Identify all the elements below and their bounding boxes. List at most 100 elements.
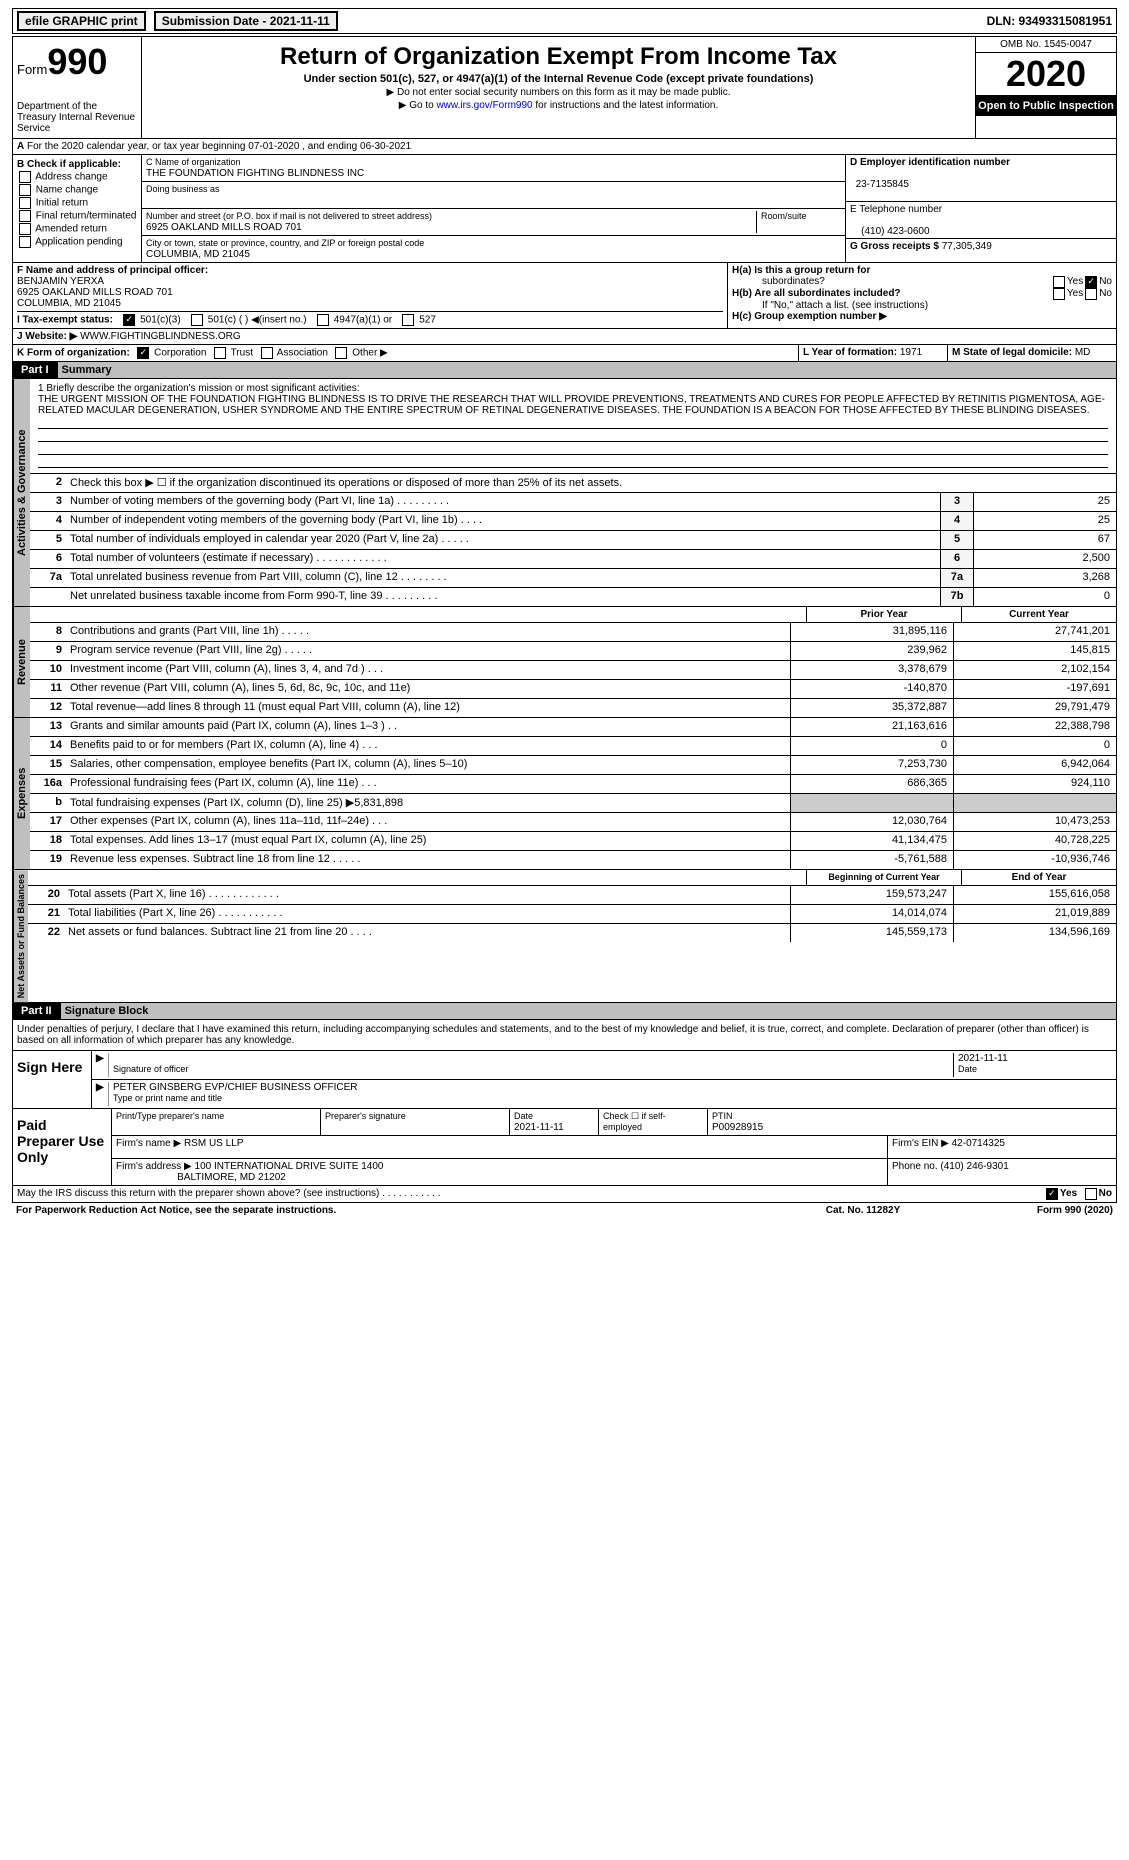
efile-btn[interactable]: efile GRAPHIC print	[17, 11, 146, 31]
officer-print: PETER GINSBERG EVP/CHIEF BUSINESS OFFICE…	[113, 1082, 358, 1093]
chk-pending[interactable]	[19, 236, 31, 248]
mission-block: 1 Briefly describe the organization's mi…	[30, 379, 1116, 474]
row-f-h: F Name and address of principal officer:…	[12, 263, 1117, 329]
omb-number: OMB No. 1545-0047	[976, 37, 1116, 53]
row-j: J Website: ▶ WWW.FIGHTINGBLINDNESS.ORG	[12, 329, 1117, 345]
firm-name: RSM US LLP	[184, 1138, 243, 1149]
tab-revenue: Revenue	[13, 607, 30, 717]
org-street: 6925 OAKLAND MILLS ROAD 701	[146, 222, 302, 233]
chk-527[interactable]	[402, 314, 414, 326]
line-11: 11Other revenue (Part VIII, column (A), …	[30, 680, 1116, 699]
line-22: 22Net assets or fund balances. Subtract …	[28, 924, 1116, 942]
line-16a: 16aProfessional fundraising fees (Part I…	[30, 775, 1116, 794]
chk-other[interactable]	[335, 347, 347, 359]
line-17: 17Other expenses (Part IX, column (A), l…	[30, 813, 1116, 832]
paid-preparer: Paid Preparer Use Only Print/Type prepar…	[12, 1109, 1117, 1186]
line-5: 5Total number of individuals employed in…	[30, 531, 1116, 550]
line-18: 18Total expenses. Add lines 13–17 (must …	[30, 832, 1116, 851]
line-9: 9Program service revenue (Part VIII, lin…	[30, 642, 1116, 661]
row-a: A For the 2020 calendar year, or tax yea…	[12, 139, 1117, 155]
dln: DLN: 93493315081951	[987, 14, 1112, 28]
col-b: B Check if applicable: Address change Na…	[13, 155, 142, 262]
line-14: 14Benefits paid to or for members (Part …	[30, 737, 1116, 756]
sig-date: 2021-11-11	[958, 1053, 1008, 1064]
line-4: 4Number of independent voting members of…	[30, 512, 1116, 531]
note-link: ▶ Go to www.irs.gov/Form990 for instruct…	[146, 100, 971, 111]
gross-receipts: 77,305,349	[942, 241, 992, 252]
form-number: 990	[47, 41, 107, 82]
hb-yes[interactable]	[1053, 288, 1065, 300]
line-12: 12Total revenue—add lines 8 through 11 (…	[30, 699, 1116, 717]
ptin: P00928915	[712, 1122, 763, 1133]
part2-header: Part II Signature Block	[12, 1003, 1117, 1020]
tab-governance: Activities & Governance	[13, 379, 30, 606]
line-7a: 7aTotal unrelated business revenue from …	[30, 569, 1116, 588]
line-19: 19Revenue less expenses. Subtract line 1…	[30, 851, 1116, 869]
line-: Net unrelated business taxable income fr…	[30, 588, 1116, 606]
state-domicile: MD	[1075, 347, 1091, 358]
line-8: 8Contributions and grants (Part VIII, li…	[30, 623, 1116, 642]
officer-name: BENJAMIN YERXA	[17, 276, 104, 287]
firm-ein: 42-0714325	[952, 1138, 1005, 1149]
section-expenses: Expenses 13Grants and similar amounts pa…	[12, 718, 1117, 870]
section-revenue: Revenue Prior YearCurrent Year 8Contribu…	[12, 607, 1117, 718]
line-2: 2Check this box ▶ ☐ if the organization …	[30, 474, 1116, 493]
chk-501c3[interactable]	[123, 314, 135, 326]
year-formation: 1971	[900, 347, 922, 358]
line-3: 3Number of voting members of the governi…	[30, 493, 1116, 512]
open-public: Open to Public Inspection	[976, 96, 1116, 116]
ein: 23-7135845	[856, 179, 909, 190]
tax-year: 2020	[976, 53, 1116, 96]
entity-grid: B Check if applicable: Address change Na…	[12, 155, 1117, 263]
form-title: Return of Organization Exempt From Incom…	[146, 43, 971, 71]
discuss-yes[interactable]	[1046, 1188, 1058, 1200]
section-governance: Activities & Governance 1 Briefly descri…	[12, 379, 1117, 607]
col-c: C Name of organizationTHE FOUNDATION FIG…	[142, 155, 846, 262]
website: WWW.FIGHTINGBLINDNESS.ORG	[80, 331, 241, 342]
org-city: COLUMBIA, MD 21045	[146, 249, 250, 260]
ha-yes[interactable]	[1053, 276, 1065, 288]
org-name: THE FOUNDATION FIGHTING BLINDNESS INC	[146, 168, 364, 179]
sig-declaration: Under penalties of perjury, I declare th…	[12, 1020, 1117, 1051]
chk-assoc[interactable]	[261, 347, 273, 359]
chk-4947[interactable]	[317, 314, 329, 326]
mission-text: THE URGENT MISSION OF THE FOUNDATION FIG…	[38, 394, 1108, 416]
tab-net: Net Assets or Fund Balances	[13, 870, 28, 1002]
firm-phone: (410) 246-9301	[940, 1161, 1008, 1172]
tab-expenses: Expenses	[13, 718, 30, 869]
chk-501c[interactable]	[191, 314, 203, 326]
line-10: 10Investment income (Part VIII, column (…	[30, 661, 1116, 680]
firm-addr: 100 INTERNATIONAL DRIVE SUITE 1400	[195, 1161, 384, 1172]
chk-address[interactable]	[19, 171, 31, 183]
submission-btn[interactable]: Submission Date - 2021-11-11	[154, 11, 338, 31]
line-21: 21Total liabilities (Part X, line 26) . …	[28, 905, 1116, 924]
form-header: Form990 Department of the Treasury Inter…	[12, 36, 1117, 139]
hb-no[interactable]	[1085, 288, 1097, 300]
prep-date: 2021-11-11	[514, 1122, 564, 1133]
sign-here: Sign Here ▶Signature of officer2021-11-1…	[12, 1051, 1117, 1109]
dept-label: Department of the Treasury Internal Reve…	[17, 101, 137, 134]
line-6: 6Total number of volunteers (estimate if…	[30, 550, 1116, 569]
section-net: Net Assets or Fund Balances Beginning of…	[12, 870, 1117, 1003]
ha-no[interactable]	[1085, 276, 1097, 288]
page-footer: For Paperwork Reduction Act Notice, see …	[12, 1203, 1117, 1218]
form-label: Form	[17, 62, 47, 77]
chk-initial[interactable]	[19, 197, 31, 209]
line-13: 13Grants and similar amounts paid (Part …	[30, 718, 1116, 737]
form-subtitle: Under section 501(c), 527, or 4947(a)(1)…	[146, 73, 971, 85]
discuss-no[interactable]	[1085, 1188, 1097, 1200]
part1-header: Part I Summary	[12, 362, 1117, 379]
discuss-row: May the IRS discuss this return with the…	[12, 1186, 1117, 1203]
note-ssn: ▶ Do not enter social security numbers o…	[146, 87, 971, 98]
line-20: 20Total assets (Part X, line 16) . . . .…	[28, 886, 1116, 905]
topbar: efile GRAPHIC print Submission Date - 20…	[12, 8, 1117, 34]
row-k: K Form of organization: Corporation Trus…	[12, 345, 1117, 362]
chk-name[interactable]	[19, 184, 31, 196]
irs-link[interactable]: www.irs.gov/Form990	[436, 100, 532, 111]
telephone: (410) 423-0600	[861, 226, 929, 237]
chk-amended[interactable]	[19, 223, 31, 235]
chk-corp[interactable]	[137, 347, 149, 359]
chk-final[interactable]	[19, 210, 31, 222]
chk-trust[interactable]	[214, 347, 226, 359]
line-15: 15Salaries, other compensation, employee…	[30, 756, 1116, 775]
